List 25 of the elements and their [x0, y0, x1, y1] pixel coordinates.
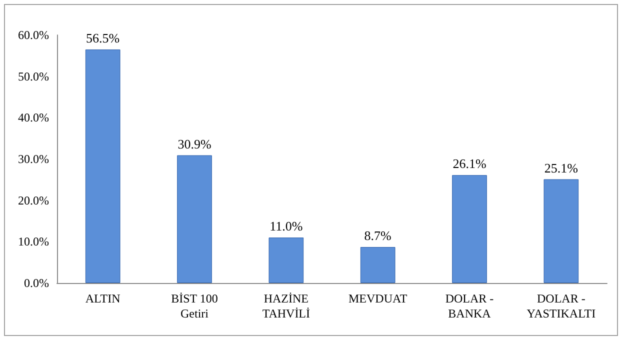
- x-tick-label: ALTIN: [85, 292, 121, 306]
- x-tick-label: BİST 100 Getiri: [171, 292, 218, 320]
- bar: [544, 179, 579, 283]
- data-label: 30.9%: [178, 136, 212, 152]
- y-tick-label: 20.0%: [18, 193, 49, 208]
- y-tick-label: 60.0%: [18, 28, 49, 42]
- x-tick-label: DOLAR - YASTIKALTI: [526, 292, 596, 320]
- data-label: 8.7%: [364, 228, 392, 244]
- bar: [85, 49, 120, 283]
- y-tick-label: 40.0%: [18, 110, 49, 125]
- x-tick-label: MEVDUAT: [348, 292, 408, 306]
- bar: [452, 175, 487, 283]
- data-label: 11.0%: [270, 218, 303, 234]
- bar: [268, 238, 304, 283]
- data-label: 56.5%: [86, 30, 120, 46]
- y-tick-label: 50.0%: [18, 69, 49, 84]
- y-tick-label: 10.0%: [18, 234, 49, 249]
- x-tick-label: DOLAR - BANKA: [445, 292, 494, 320]
- data-label: 26.1%: [452, 156, 486, 172]
- y-tick-label: 30.0%: [18, 152, 49, 166]
- bar: [177, 155, 212, 283]
- y-tick-label: 0.0%: [24, 276, 49, 290]
- bar: [360, 247, 396, 283]
- x-tick-label: HAZİNE TAHVİLİ: [262, 292, 310, 320]
- data-label: 25.1%: [544, 160, 578, 176]
